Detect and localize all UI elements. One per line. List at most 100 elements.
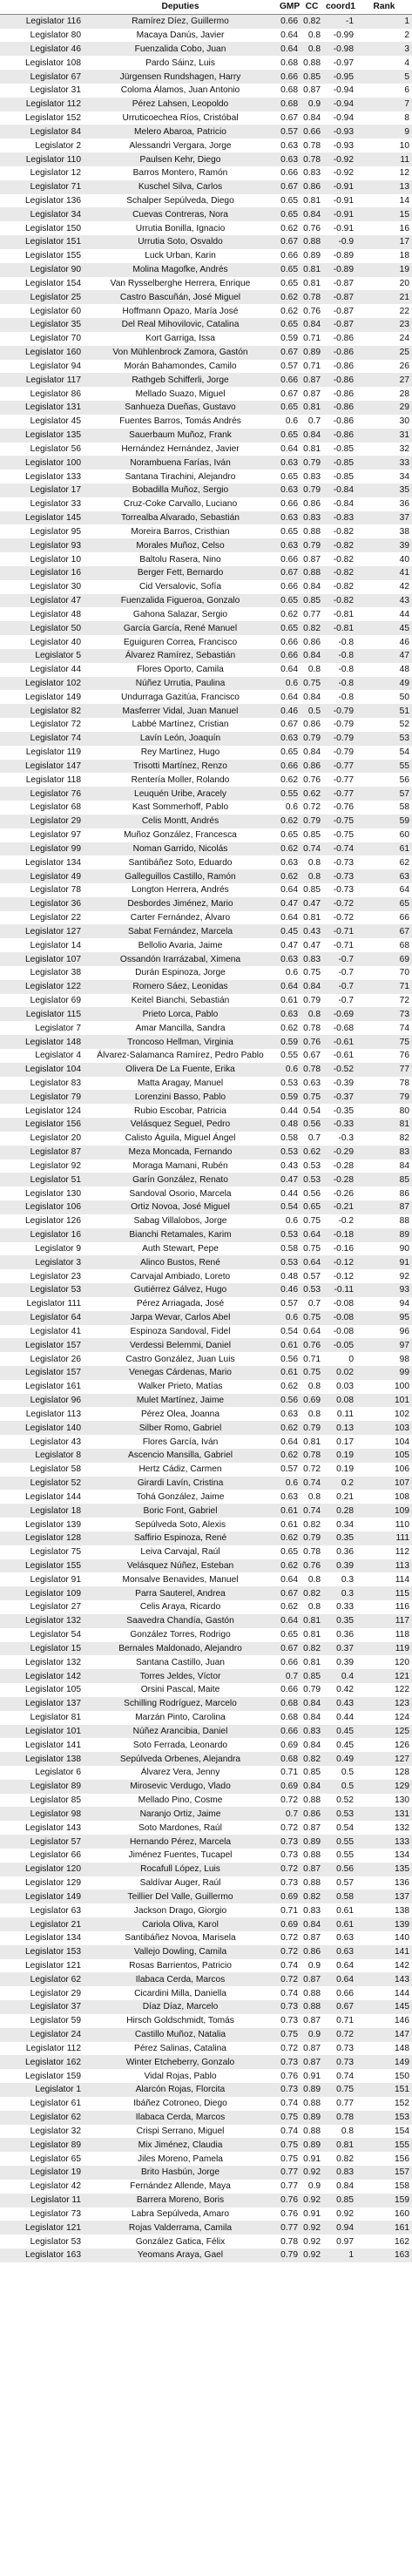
rank-value: 49 <box>356 676 412 691</box>
cc-value: 0.82 <box>301 1752 323 1766</box>
coord1-value: 0.17 <box>323 1435 356 1449</box>
legislator-id: Legislator 9 <box>0 1241 84 1256</box>
cc-value: 0.8 <box>301 1600 323 1614</box>
deputy-name: Vallejo Dowling, Camila <box>84 1944 277 1959</box>
legislator-id: Legislator 124 <box>0 1104 84 1119</box>
deputy-name: Cicardini Milla, Daniella <box>84 1986 277 2001</box>
gmp-value: 0.76 <box>277 2193 301 2208</box>
deputy-name: Pardo Sáinz, Luis <box>84 56 277 71</box>
legislator-id: Legislator 110 <box>0 152 84 166</box>
cc-value: 0.88 <box>301 2096 323 2111</box>
gmp-value: 0.62 <box>277 1448 301 1463</box>
table-row: Legislator 71 Kuschel Silva, Carlos 0.67 0.… <box>0 179 412 194</box>
coord1-value: 0.5 <box>323 1779 356 1794</box>
gmp-value: 0.6 <box>277 1476 301 1491</box>
coord1-value: -0.89 <box>323 262 356 277</box>
cc-value: 0.8 <box>301 1572 323 1587</box>
legislator-id: Legislator 101 <box>0 1724 84 1739</box>
legislator-id: Legislator 27 <box>0 1600 84 1614</box>
cc-value: 0.88 <box>301 565 323 580</box>
cc-value: 0.76 <box>301 1558 323 1573</box>
coord1-value: 0.56 <box>323 1862 356 1876</box>
gmp-value: 0.7 <box>277 1807 301 1822</box>
coord1-value: -0.84 <box>323 483 356 497</box>
coord1-value: -0.28 <box>323 1159 356 1173</box>
table-row: Legislator 46 Fuenzalida Cobo, Juan 0.64 0.… <box>0 42 412 57</box>
cc-value: 0.88 <box>301 235 323 249</box>
gmp-value: 0.58 <box>277 1241 301 1256</box>
rank-value: 74 <box>356 1021 412 1036</box>
deputy-name: Santana Castillo, Juan <box>84 1655 277 1670</box>
cc-value: 0.66 <box>301 125 323 139</box>
table-row: Legislator 31 Coloma Álamos, Juan Antonio… <box>0 83 412 98</box>
deputy-name: Cruz-Coke Carvallo, Luciano <box>84 497 277 511</box>
coord1-value: 0.74 <box>323 2069 356 2084</box>
deputy-name: Ilabaca Cerda, Marcos <box>84 2110 277 2125</box>
deputy-name: Berger Fett, Bernardo <box>84 565 277 580</box>
table-row: Legislator 44 Flores Oporto, Camila 0.64 0.… <box>0 662 412 677</box>
rank-value: 158 <box>356 2179 412 2194</box>
deputy-name: Jiménez Fuentes, Tucapel <box>84 1848 277 1863</box>
cc-value: 0.81 <box>301 193 323 208</box>
coord1-value: 0.77 <box>323 2096 356 2111</box>
legislator-id: Legislator 16 <box>0 565 84 580</box>
table-row: Legislator 104 Olivera De La Fuente, Erik… <box>0 1062 412 1077</box>
deputy-name: Hirsch Goldschmidt, Tomás <box>84 2013 277 2028</box>
legislator-id: Legislator 107 <box>0 952 84 966</box>
cc-value: 0.79 <box>301 1531 323 1545</box>
cc-value: 0.85 <box>301 593 323 608</box>
gmp-value: 0.62 <box>277 1021 301 1036</box>
rank-value: 132 <box>356 1821 412 1836</box>
deputy-name: García García, René Manuel <box>84 621 277 636</box>
rank-value: 114 <box>356 1572 412 1587</box>
gmp-value: 0.67 <box>277 1641 301 1656</box>
deputy-name: Durán Espinoza, Jorge <box>84 965 277 980</box>
legislator-id: Legislator 163 <box>0 2248 84 2262</box>
cc-value: 0.82 <box>301 621 323 636</box>
table-row: Legislator 156 Velásquez Seguel, Pedro 0.4… <box>0 1118 412 1132</box>
coord1-value: -0.8 <box>323 648 356 663</box>
deputy-name: Sepúlveda Orbenes, Alejandra <box>84 1752 277 1766</box>
deputy-name: Kuschel Silva, Carlos <box>84 179 277 194</box>
rank-value: 108 <box>356 1490 412 1504</box>
deputy-name: Rocafull López, Luis <box>84 1862 277 1876</box>
coord1-value: -0.16 <box>323 1241 356 1256</box>
gmp-value: 0.65 <box>277 262 301 277</box>
legislator-id: Legislator 121 <box>0 2221 84 2235</box>
legislator-id: Legislator 17 <box>0 483 84 497</box>
rank-value: 121 <box>356 1669 412 1684</box>
coord1-value: 0.35 <box>323 1531 356 1545</box>
rank-value: 59 <box>356 814 412 828</box>
cc-value: 0.84 <box>301 1738 323 1753</box>
table-row: Legislator 132 Santana Castillo, Juan 0.66… <box>0 1655 412 1670</box>
rank-value: 133 <box>356 1835 412 1849</box>
gmp-value: 0.55 <box>277 1048 301 1063</box>
cc-value: 0.75 <box>301 965 323 980</box>
gmp-value: 0.66 <box>277 1683 301 1697</box>
cc-value: 0.8 <box>301 1379 323 1394</box>
deputy-name: Saavedra Chandía, Gastón <box>84 1613 277 1628</box>
deputy-name: Venegas Cárdenas, Mario <box>84 1365 277 1380</box>
legislator-id: Legislator 128 <box>0 1531 84 1545</box>
deputy-name: Mellado Pino, Cosme <box>84 1793 277 1808</box>
coord1-value: -0.97 <box>323 56 356 71</box>
deputy-name: Jarpa Wevar, Carlos Abel <box>84 1310 277 1325</box>
deputy-name: Romero Sáez, Leonidas <box>84 979 277 994</box>
deputy-name: Urruticoechea Ríos, Cristóbal <box>84 111 277 125</box>
legislator-id: Legislator 132 <box>0 1613 84 1628</box>
cc-value: 0.8 <box>301 855 323 870</box>
deputy-name: Baltolu Rasera, Nino <box>84 552 277 566</box>
gmp-value: 0.63 <box>277 538 301 553</box>
table-row: Legislator 122 Romero Sáez, Leonidas 0.64 0… <box>0 979 412 994</box>
coord1-value: -0.61 <box>323 1048 356 1063</box>
gmp-value: 0.64 <box>277 979 301 994</box>
legislator-id: Legislator 52 <box>0 1476 84 1491</box>
table-row: Legislator 138 Sepúlveda Orbenes, Alejand… <box>0 1752 412 1766</box>
deputy-name: Fuentes Barros, Tomás Andrés <box>84 414 277 429</box>
gmp-value: 0.7 <box>277 1669 301 1684</box>
table-row: Legislator 152 Urruticoechea Ríos, Cristó… <box>0 111 412 125</box>
legislator-id: Legislator 81 <box>0 1710 84 1725</box>
coord1-value: -0.85 <box>323 456 356 470</box>
cc-value: 0.43 <box>301 924 323 939</box>
rank-value: 142 <box>356 1958 412 1973</box>
